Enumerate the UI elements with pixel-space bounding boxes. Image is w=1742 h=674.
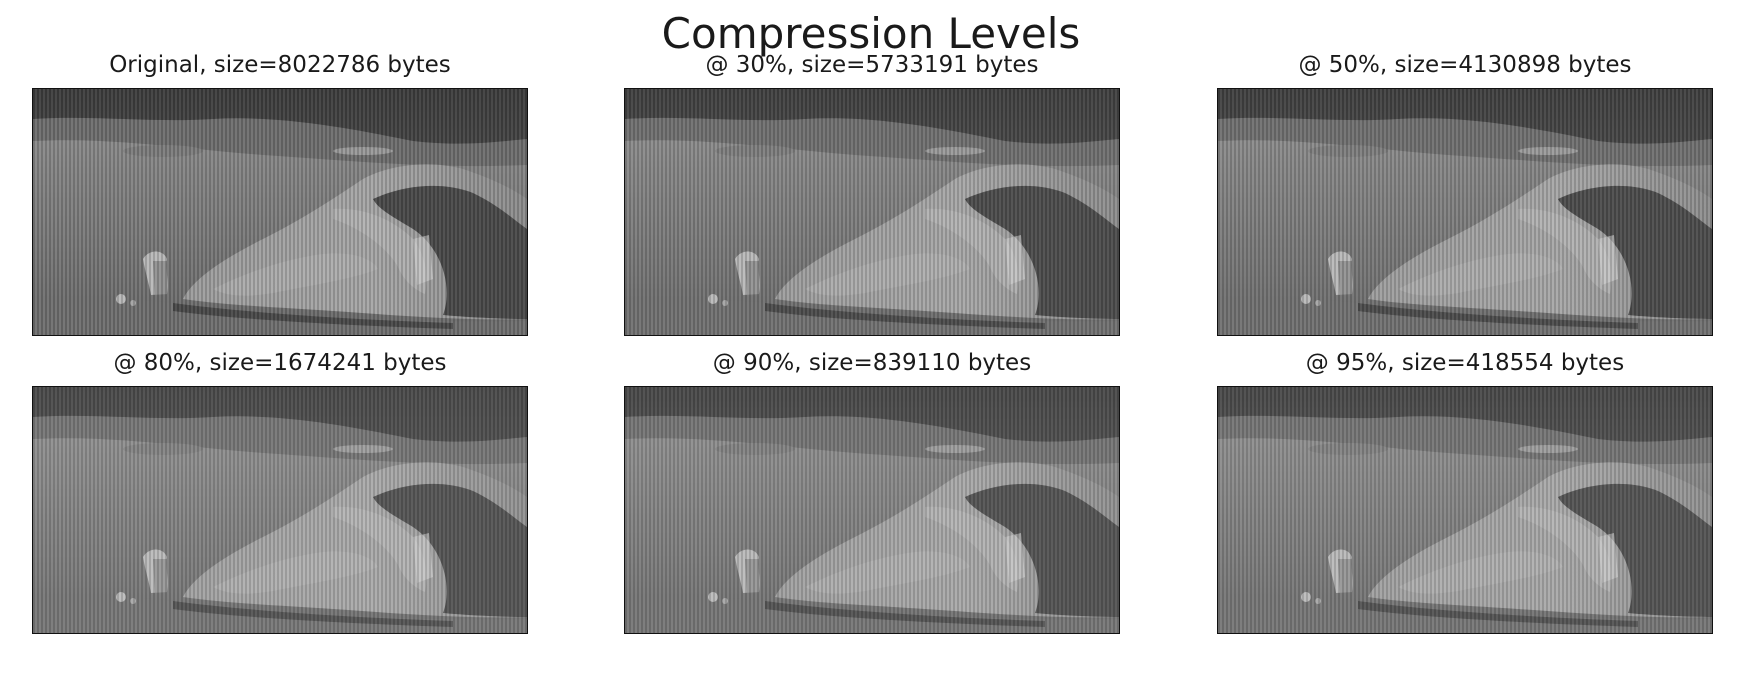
panel-title: @ 80%, size=1674241 bytes (113, 350, 447, 376)
panel-image (32, 88, 528, 336)
panel-title: @ 50%, size=4130898 bytes (1298, 52, 1632, 78)
moon-rock-image (625, 89, 1119, 335)
panel-image (1217, 88, 1713, 336)
moon-rock-image (625, 387, 1119, 633)
figure-title: Compression Levels (661, 9, 1081, 58)
panel-image (624, 88, 1120, 336)
panel-title: Original, size=8022786 bytes (109, 52, 451, 78)
moon-rock-image (33, 89, 527, 335)
moon-rock-image (1218, 387, 1712, 633)
moon-rock-image (1218, 89, 1712, 335)
panel-image (1217, 386, 1713, 634)
panel-title: @ 30%, size=5733191 bytes (705, 52, 1039, 78)
panel-image (32, 386, 528, 634)
moon-rock-image (33, 387, 527, 633)
panel-image (624, 386, 1120, 634)
panel-title: @ 95%, size=418554 bytes (1305, 350, 1625, 376)
panel-title: @ 90%, size=839110 bytes (712, 350, 1032, 376)
